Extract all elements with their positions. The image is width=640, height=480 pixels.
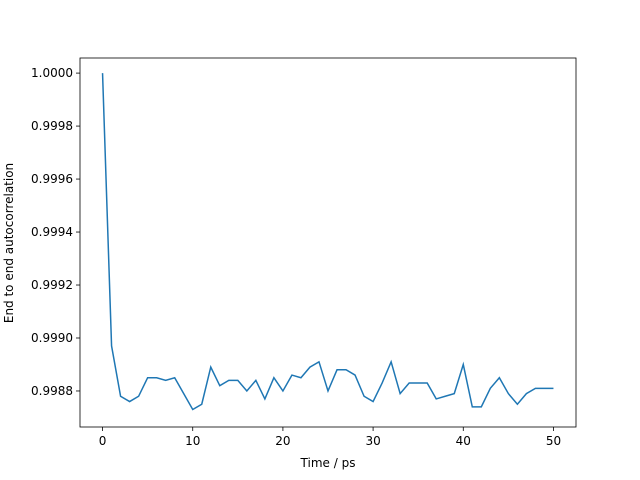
axes-frame	[79, 57, 577, 428]
y-tick-label: 0.9990	[31, 331, 73, 345]
x-tick-label: 30	[365, 434, 380, 448]
y-tick-label: 1.0000	[31, 66, 73, 80]
y-tick-label: 0.9996	[31, 172, 73, 186]
y-axis-label: End to end autocorrelation	[2, 163, 16, 323]
y-tick-label: 0.9992	[31, 278, 73, 292]
x-tick-label: 50	[546, 434, 561, 448]
x-axis-label: Time / ps	[300, 456, 356, 470]
x-tick-label: 40	[456, 434, 471, 448]
y-tick-label: 0.9994	[31, 225, 73, 239]
x-tick-label: 0	[99, 434, 107, 448]
x-tick-label: 10	[185, 434, 200, 448]
y-tick-label: 0.9988	[31, 384, 73, 398]
x-tick-label: 20	[275, 434, 290, 448]
data-line	[101, 73, 554, 411]
y-tick-label: 0.9998	[31, 119, 73, 133]
